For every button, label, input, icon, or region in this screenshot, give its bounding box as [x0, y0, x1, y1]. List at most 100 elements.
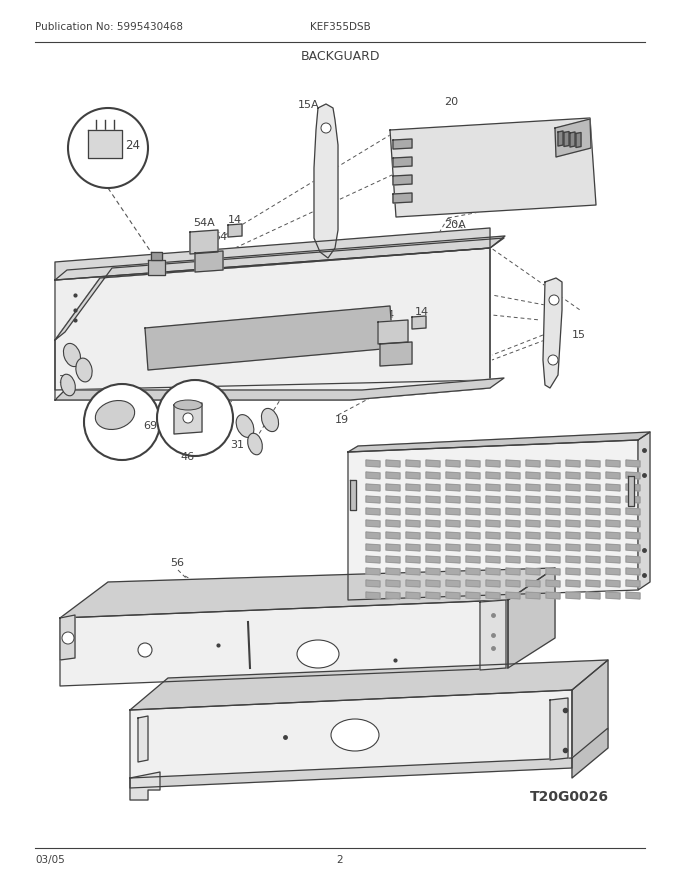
Polygon shape — [446, 568, 460, 575]
Polygon shape — [576, 133, 581, 148]
Polygon shape — [606, 508, 620, 515]
Polygon shape — [526, 556, 540, 563]
Polygon shape — [426, 472, 440, 479]
Polygon shape — [366, 472, 380, 479]
Polygon shape — [393, 193, 412, 203]
Polygon shape — [626, 544, 640, 551]
Polygon shape — [55, 228, 490, 280]
Polygon shape — [546, 508, 560, 515]
Polygon shape — [606, 568, 620, 575]
Polygon shape — [546, 532, 560, 539]
Polygon shape — [466, 544, 480, 551]
Polygon shape — [572, 660, 608, 760]
Polygon shape — [466, 568, 480, 575]
Text: 54A: 54A — [193, 218, 215, 228]
Text: 2: 2 — [337, 855, 343, 865]
Polygon shape — [446, 532, 460, 539]
Polygon shape — [426, 556, 440, 563]
Polygon shape — [195, 251, 223, 272]
Polygon shape — [466, 484, 480, 491]
Polygon shape — [386, 520, 400, 527]
Polygon shape — [466, 472, 480, 479]
Polygon shape — [626, 472, 640, 479]
Polygon shape — [586, 580, 600, 587]
Polygon shape — [586, 472, 600, 479]
Polygon shape — [526, 544, 540, 551]
Polygon shape — [506, 496, 520, 503]
Polygon shape — [550, 698, 568, 760]
Text: Publication No: 5995430468: Publication No: 5995430468 — [35, 22, 183, 32]
Ellipse shape — [261, 408, 279, 431]
Polygon shape — [566, 508, 580, 515]
Polygon shape — [526, 460, 540, 467]
Text: 54A: 54A — [383, 336, 405, 346]
Polygon shape — [555, 119, 591, 157]
Polygon shape — [466, 520, 480, 527]
Polygon shape — [566, 532, 580, 539]
Text: 1: 1 — [520, 462, 527, 472]
Polygon shape — [466, 460, 480, 467]
Polygon shape — [426, 484, 440, 491]
Polygon shape — [130, 772, 160, 800]
Circle shape — [548, 355, 558, 365]
Circle shape — [321, 123, 331, 133]
Polygon shape — [486, 592, 500, 599]
Polygon shape — [626, 496, 640, 503]
Polygon shape — [446, 508, 460, 515]
Polygon shape — [366, 460, 380, 467]
Polygon shape — [406, 460, 420, 467]
Polygon shape — [606, 544, 620, 551]
Polygon shape — [60, 600, 508, 686]
Polygon shape — [55, 378, 504, 400]
Polygon shape — [386, 508, 400, 515]
Polygon shape — [546, 472, 560, 479]
Ellipse shape — [248, 433, 262, 455]
Polygon shape — [526, 532, 540, 539]
Ellipse shape — [95, 400, 135, 429]
Polygon shape — [626, 592, 640, 599]
Polygon shape — [564, 131, 569, 146]
Polygon shape — [506, 532, 520, 539]
Polygon shape — [386, 592, 400, 599]
Polygon shape — [486, 460, 500, 467]
Polygon shape — [526, 592, 540, 599]
Polygon shape — [60, 615, 75, 660]
Polygon shape — [406, 556, 420, 563]
Ellipse shape — [236, 414, 254, 437]
Polygon shape — [426, 532, 440, 539]
Polygon shape — [486, 556, 500, 563]
Polygon shape — [626, 484, 640, 491]
Polygon shape — [506, 556, 520, 563]
Polygon shape — [386, 460, 400, 467]
Polygon shape — [486, 472, 500, 479]
Polygon shape — [506, 592, 520, 599]
Polygon shape — [566, 472, 580, 479]
Polygon shape — [526, 520, 540, 527]
Polygon shape — [506, 520, 520, 527]
Polygon shape — [386, 556, 400, 563]
Polygon shape — [366, 580, 380, 587]
Polygon shape — [386, 580, 400, 587]
Polygon shape — [60, 568, 555, 618]
Polygon shape — [566, 520, 580, 527]
Polygon shape — [130, 690, 572, 780]
Ellipse shape — [76, 358, 92, 382]
Polygon shape — [446, 580, 460, 587]
Polygon shape — [546, 460, 560, 467]
Polygon shape — [546, 496, 560, 503]
Polygon shape — [506, 508, 520, 515]
Polygon shape — [130, 660, 608, 710]
Text: 54: 54 — [380, 310, 394, 320]
Text: 15: 15 — [572, 330, 586, 340]
Polygon shape — [55, 236, 505, 280]
Text: 46: 46 — [180, 452, 194, 462]
Polygon shape — [572, 728, 608, 778]
Polygon shape — [406, 508, 420, 515]
Polygon shape — [606, 556, 620, 563]
Polygon shape — [546, 556, 560, 563]
Polygon shape — [366, 484, 380, 491]
Polygon shape — [406, 472, 420, 479]
Polygon shape — [426, 496, 440, 503]
Polygon shape — [174, 403, 202, 434]
Polygon shape — [393, 175, 412, 185]
